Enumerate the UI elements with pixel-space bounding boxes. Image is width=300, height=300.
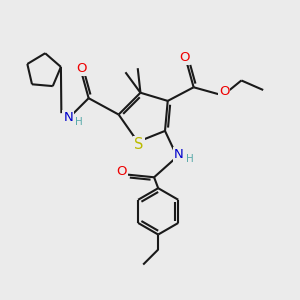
Text: N: N: [63, 111, 73, 124]
Text: S: S: [134, 137, 144, 152]
Text: H: H: [75, 117, 83, 127]
Text: N: N: [174, 148, 184, 160]
Text: O: O: [116, 165, 127, 178]
Text: H: H: [186, 154, 194, 164]
Text: O: O: [76, 62, 87, 75]
Text: O: O: [179, 51, 189, 64]
Text: O: O: [219, 85, 230, 98]
